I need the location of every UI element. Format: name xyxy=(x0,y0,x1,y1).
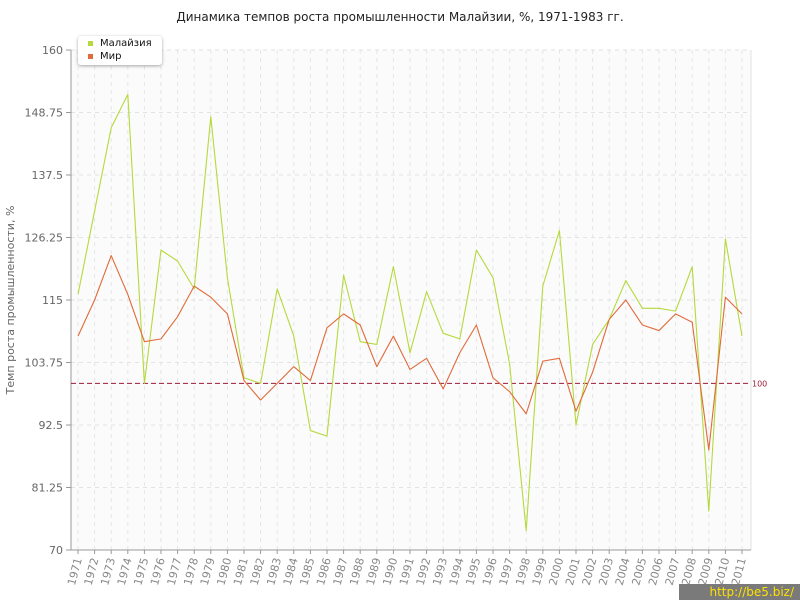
x-tick-label: 2011 xyxy=(729,556,749,586)
series-line-world xyxy=(77,255,743,451)
legend[interactable]: Малайзия Мир xyxy=(78,36,162,65)
y-tick-label: 148.75 xyxy=(25,107,64,120)
y-tick-label: 137.5 xyxy=(32,169,64,182)
y-tick-label: 160 xyxy=(42,44,63,57)
y-tick-label: 103.75 xyxy=(25,357,64,370)
legend-item-world[interactable]: Мир xyxy=(88,50,152,63)
legend-swatch-world xyxy=(88,54,93,59)
y-tick-label: 81.25 xyxy=(32,482,64,495)
reference-line-label: 100 xyxy=(752,379,767,388)
chart-title: Динамика темпов роста промышленности Мал… xyxy=(176,10,624,24)
legend-item-malaysia[interactable]: Малайзия xyxy=(88,37,152,50)
y-tick-label: 92.5 xyxy=(39,419,64,432)
y-tick-label: 70 xyxy=(49,544,63,557)
legend-label-world: Мир xyxy=(100,51,122,62)
y-tick-label: 115 xyxy=(42,294,63,307)
legend-swatch-malaysia xyxy=(88,41,93,46)
legend-label-malaysia: Малайзия xyxy=(100,38,152,49)
y-axis-title: Темп роста промышленности, % xyxy=(4,206,17,396)
watermark[interactable]: http://be5.biz/ xyxy=(679,584,800,600)
series-line-malaysia xyxy=(77,93,743,532)
y-tick-label: 126.25 xyxy=(25,232,64,245)
